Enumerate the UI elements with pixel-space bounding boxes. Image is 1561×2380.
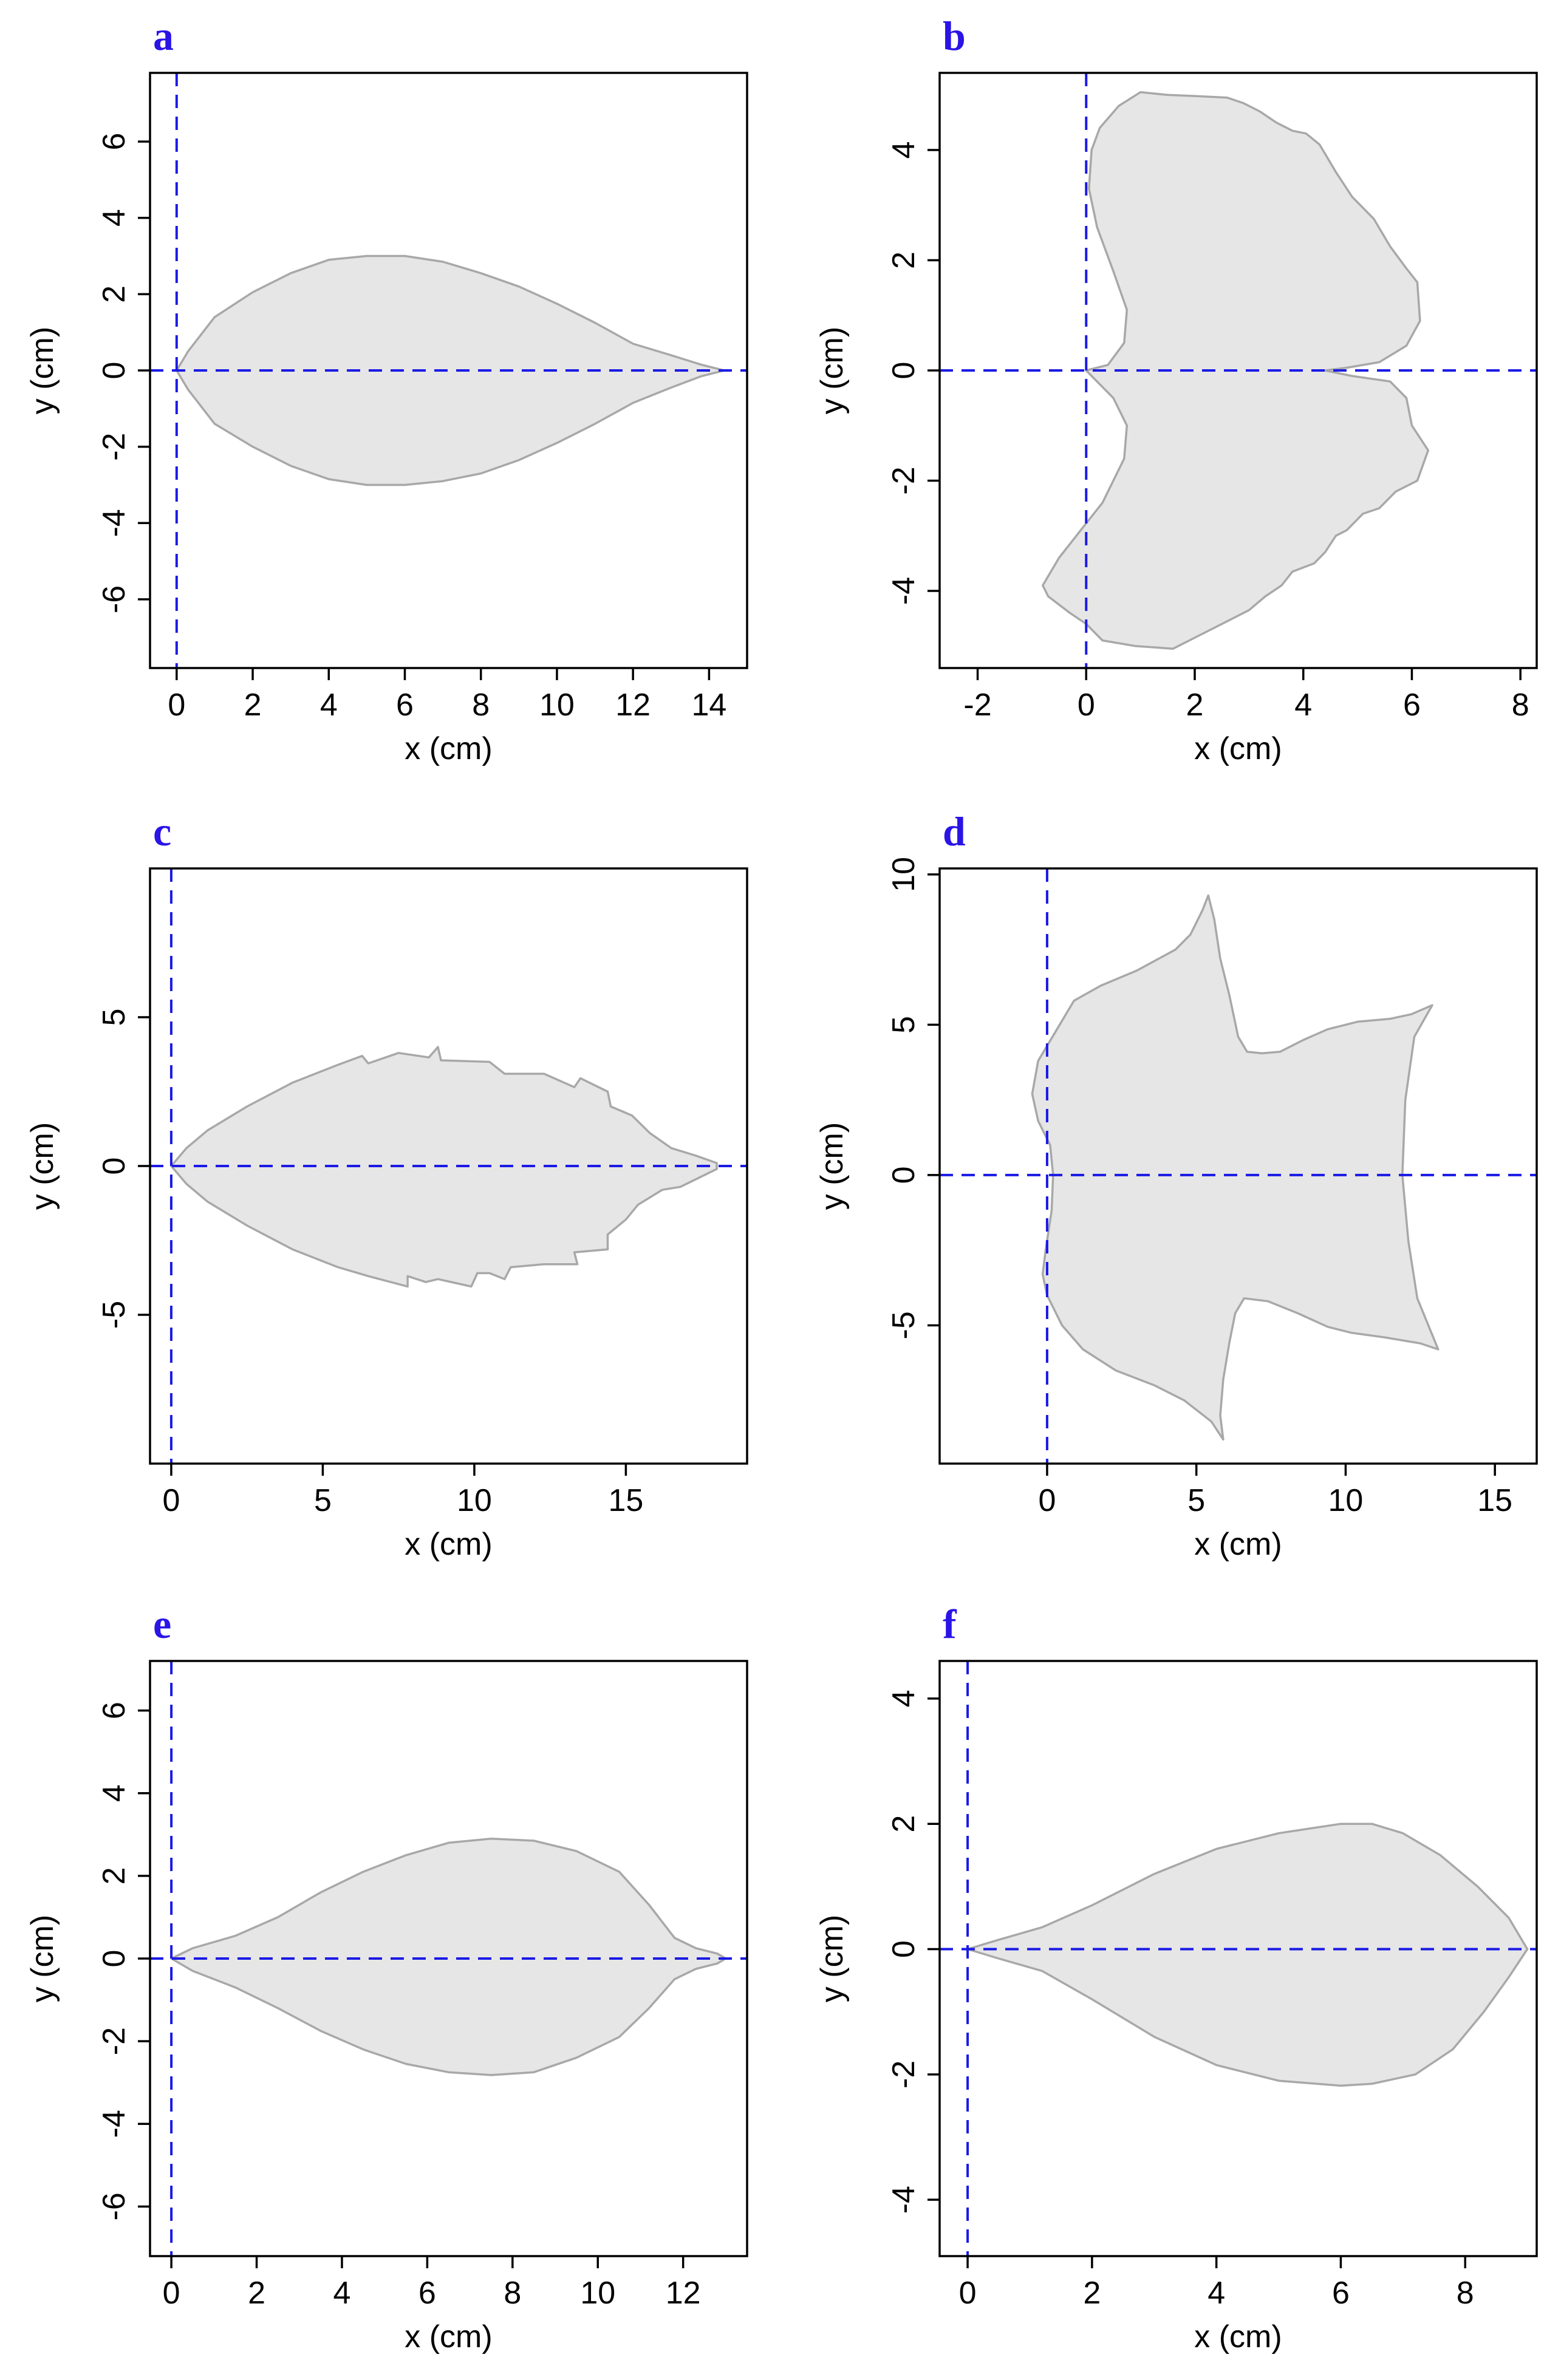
x-tick-label-a: 2 <box>244 687 262 723</box>
x-tick-label-e: 6 <box>418 2276 436 2311</box>
y-axis-label-e: y (cm) <box>25 1915 60 2002</box>
y-tick-label-c: 5 <box>97 1009 132 1026</box>
chart-panel-b: -2 0 2 4 6 8 -4 -2 0 2 4 x (cm) y (cm) b <box>815 13 1538 766</box>
x-axis-label-c: x (cm) <box>405 1527 492 1562</box>
panel-letter-c: c <box>153 808 171 854</box>
x-tick-label-b: 2 <box>1186 687 1204 723</box>
y-tick-label-d: 0 <box>886 1166 921 1184</box>
panel-letter-f: f <box>943 1601 957 1647</box>
plot-frame-d <box>938 867 1538 1465</box>
x-tick-label-a: 12 <box>615 687 651 723</box>
x-axis-label-e: x (cm) <box>405 2319 492 2354</box>
leaf-outline-e <box>170 1837 727 2076</box>
y-tick-label-d: 5 <box>886 1016 921 1034</box>
y-tick-label-f: 4 <box>886 1690 921 1707</box>
y-axis-label-d: y (cm) <box>815 1122 850 1210</box>
y-tick-label-f: -2 <box>886 2061 921 2088</box>
y-tick-label-e: 4 <box>97 1784 132 1802</box>
y-tick-label-a: 4 <box>97 209 132 227</box>
x-tick-label-f: 0 <box>959 2276 977 2311</box>
y-tick-label-b: 0 <box>886 362 921 380</box>
x-tick-label-a: 14 <box>691 687 726 723</box>
x-tick-label-e: 4 <box>333 2276 351 2311</box>
y-tick-label-d: -5 <box>886 1311 921 1339</box>
x-tick-label-b: -2 <box>963 687 991 723</box>
y-tick-label-f: -4 <box>886 2186 921 2214</box>
y-tick-label-a: 0 <box>97 362 132 380</box>
y-tick-label-e: -2 <box>97 2027 132 2055</box>
chart-panel-c: 0 5 10 15 -5 0 5 x (cm) y (cm) c <box>25 808 748 1562</box>
y-tick-label-b: -4 <box>886 577 921 605</box>
x-tick-label-a: 0 <box>168 687 185 723</box>
y-tick-label-f: 0 <box>886 1940 921 1958</box>
x-tick-label-c: 10 <box>457 1483 492 1518</box>
y-tick-label-c: -5 <box>97 1301 132 1329</box>
x-axis-label-d: x (cm) <box>1194 1527 1282 1562</box>
plot-frame-f <box>938 1660 1538 2257</box>
y-axis-label-f: y (cm) <box>815 1915 850 2002</box>
y-tick-label-e: 2 <box>97 1867 132 1884</box>
x-tick-label-d: 5 <box>1187 1483 1205 1518</box>
x-tick-label-b: 4 <box>1294 687 1312 723</box>
x-tick-label-a: 6 <box>396 687 414 723</box>
chart-panel-a: 0 2 4 6 8 10 12 14 -6 -4 -2 0 2 4 6 x (cm) y (cm) a <box>25 13 748 766</box>
chart-panel-d: 0 5 10 15 -5 0 5 10 x (cm) y (cm) d <box>815 808 1538 1562</box>
y-axis-label-a: y (cm) <box>25 327 60 414</box>
x-tick-label-e: 8 <box>504 2276 521 2311</box>
y-tick-label-a: 6 <box>97 133 132 151</box>
y-tick-label-e: -6 <box>97 2192 132 2220</box>
x-tick-label-c: 5 <box>314 1483 332 1518</box>
x-tick-label-d: 10 <box>1328 1483 1364 1518</box>
x-axis-label-f: x (cm) <box>1194 2319 1282 2354</box>
x-tick-label-d: 0 <box>1038 1483 1056 1518</box>
x-tick-label-a: 8 <box>472 687 490 723</box>
x-tick-label-f: 6 <box>1332 2276 1350 2311</box>
x-tick-label-c: 0 <box>162 1483 180 1518</box>
x-axis-label-b: x (cm) <box>1194 731 1282 766</box>
y-tick-label-c: 0 <box>97 1158 132 1175</box>
x-tick-label-c: 15 <box>608 1483 643 1518</box>
x-tick-label-a: 10 <box>539 687 575 723</box>
y-tick-label-e: 6 <box>97 1702 132 1719</box>
x-tick-label-b: 0 <box>1078 687 1095 723</box>
y-tick-label-a: -4 <box>97 509 132 537</box>
x-tick-label-b: 6 <box>1403 687 1421 723</box>
chart-panel-e: 0 2 4 6 8 10 12 -6 -4 -2 0 2 4 6 x (cm) y (cm) e <box>25 1601 748 2354</box>
y-tick-label-b: 4 <box>886 142 921 159</box>
y-tick-label-e: -4 <box>97 2110 132 2138</box>
y-tick-label-a: 2 <box>97 285 132 303</box>
y-tick-label-a: -6 <box>97 585 132 613</box>
panel-letter-e: e <box>153 1601 171 1647</box>
x-tick-label-d: 15 <box>1477 1483 1512 1518</box>
y-axis-label-c: y (cm) <box>25 1122 60 1210</box>
y-axis-label-b: y (cm) <box>815 327 850 414</box>
y-tick-label-d: 10 <box>886 857 921 892</box>
panel-letter-d: d <box>943 808 966 854</box>
chart-panel-f: 0 2 4 6 8 -4 -2 0 2 4 x (cm) y (cm) f <box>815 1601 1538 2354</box>
x-tick-label-e: 2 <box>248 2276 265 2311</box>
x-tick-label-f: 2 <box>1083 2276 1101 2311</box>
x-tick-label-e: 10 <box>580 2276 615 2311</box>
y-tick-label-b: 2 <box>886 251 921 269</box>
x-tick-label-a: 4 <box>320 687 338 723</box>
x-tick-label-f: 8 <box>1457 2276 1474 2311</box>
y-tick-label-a: -2 <box>97 433 132 461</box>
leaf-outline-d <box>1031 894 1440 1441</box>
panel-letter-b: b <box>943 13 966 59</box>
x-tick-label-e: 12 <box>666 2276 701 2311</box>
y-tick-label-f: 2 <box>886 1815 921 1833</box>
x-tick-label-e: 0 <box>163 2276 180 2311</box>
y-tick-label-b: -2 <box>886 466 921 494</box>
panel-letter-a: a <box>153 13 174 59</box>
leaf-outline-f <box>966 1823 1529 2087</box>
y-tick-label-e: 0 <box>97 1950 132 1968</box>
x-axis-label-a: x (cm) <box>405 731 492 766</box>
x-tick-label-f: 4 <box>1207 2276 1225 2311</box>
x-tick-label-b: 8 <box>1512 687 1529 723</box>
